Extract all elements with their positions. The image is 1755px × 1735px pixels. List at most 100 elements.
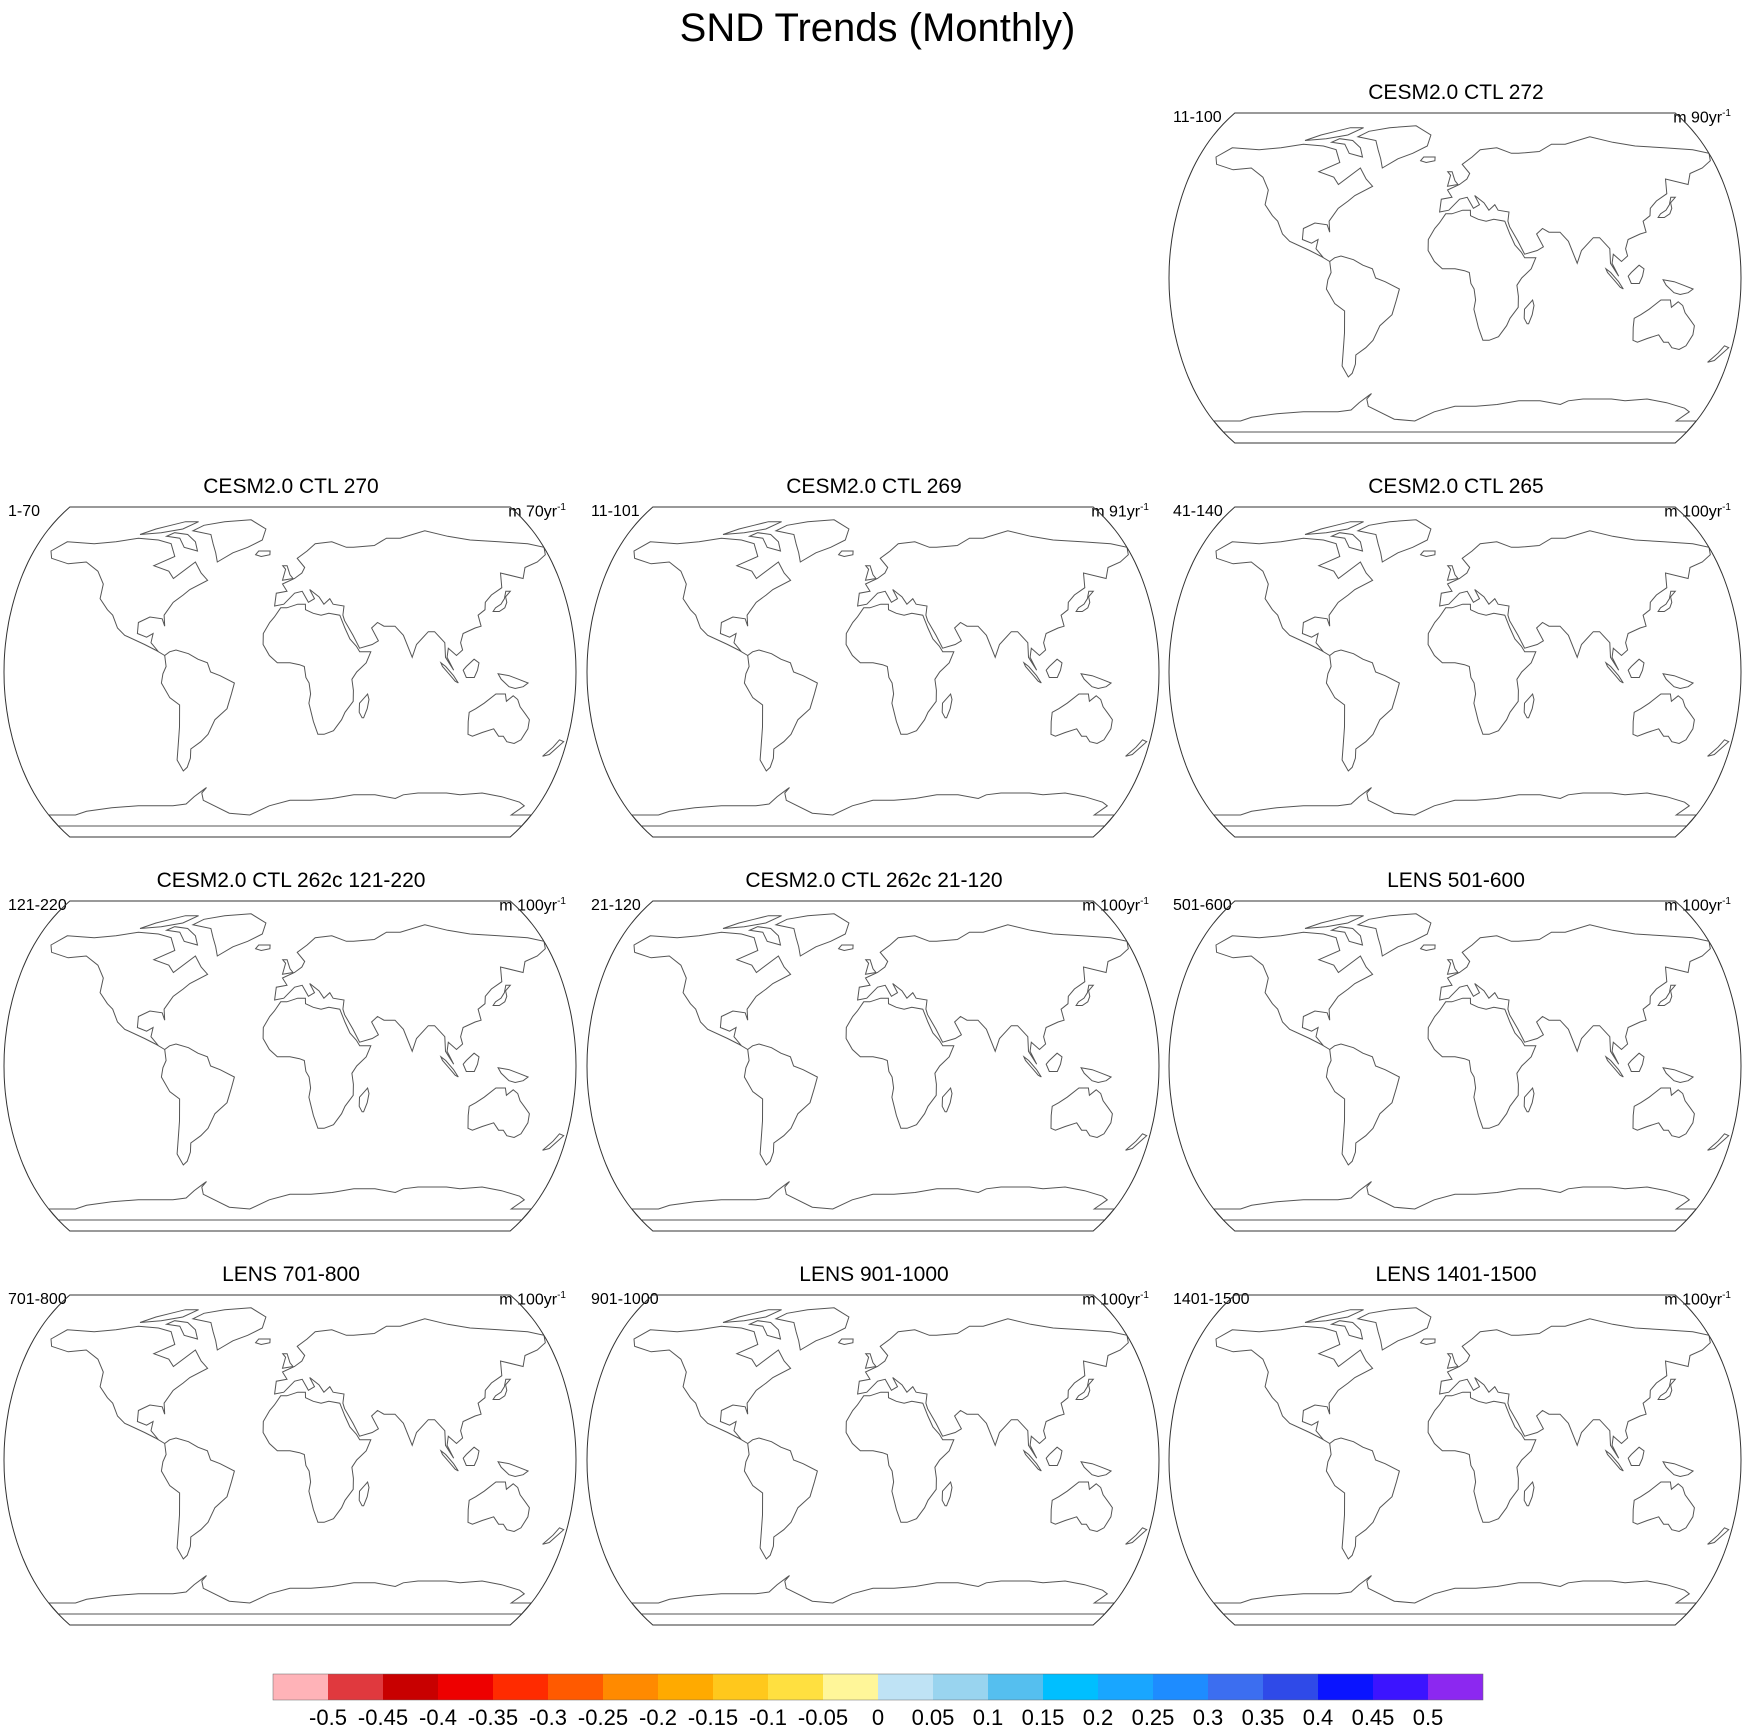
panel-units: m 100yr-1: [1082, 1286, 1149, 1310]
colorbar-swatch: [1043, 1674, 1098, 1700]
colorbar-swatch: [383, 1674, 438, 1700]
units-exponent: -1: [1140, 502, 1149, 513]
map-panel: CESM2.0 CTL 272 11-100 m 90yr-1: [1165, 80, 1747, 450]
colorbar-tick-label: -0.2: [639, 1705, 677, 1731]
colorbar-tick-label: 0.1: [973, 1705, 1004, 1731]
panel-years: 121-220: [8, 896, 67, 916]
colorbar-tick-label: 0.35: [1242, 1705, 1285, 1731]
panel-title: CESM2.0 CTL 262c 21-120: [583, 868, 1165, 894]
units-exponent: -1: [557, 1290, 566, 1301]
panel-title: CESM2.0 CTL 272: [1165, 80, 1747, 106]
world-map: [1168, 1294, 1742, 1626]
units-exponent: -1: [557, 502, 566, 513]
panel-years: 701-800: [8, 1290, 67, 1310]
colorbar-swatch: [328, 1674, 383, 1700]
colorbar-tick-label: 0: [872, 1705, 884, 1731]
map-panel: LENS 1401-1500 1401-1500 m 100yr-1: [1165, 1262, 1747, 1632]
panel-title: LENS 501-600: [1165, 868, 1747, 894]
colorbar-swatch: [988, 1674, 1043, 1700]
units-exponent: -1: [1722, 108, 1731, 119]
colorbar-tick-label: -0.3: [529, 1705, 567, 1731]
colorbar-swatch: [1318, 1674, 1373, 1700]
colorbar-swatch: [1428, 1674, 1483, 1700]
colorbar-swatch: [713, 1674, 768, 1700]
colorbar-tick-label: 0.4: [1303, 1705, 1334, 1731]
panel-title: CESM2.0 CTL 269: [583, 474, 1165, 500]
page-title: SND Trends (Monthly): [0, 2, 1755, 54]
panel-title: LENS 701-800: [0, 1262, 582, 1288]
world-map: [3, 506, 577, 838]
world-map: [586, 1294, 1160, 1626]
units-exponent: -1: [1140, 896, 1149, 907]
world-map: [1168, 112, 1742, 444]
colorbar-swatch: [1373, 1674, 1428, 1700]
units-text: m 100yr: [1082, 1291, 1140, 1308]
panel-units: m 100yr-1: [1664, 892, 1731, 916]
colorbar-tick-label: -0.45: [358, 1705, 408, 1731]
panel-years: 11-101: [591, 502, 640, 522]
units-text: m 100yr: [1664, 897, 1722, 914]
colorbar-swatch: [493, 1674, 548, 1700]
map-panel: CESM2.0 CTL 265 41-140 m 100yr-1: [1165, 474, 1747, 844]
map-panel: LENS 501-600 501-600 m 100yr-1: [1165, 868, 1747, 1238]
units-text: m 100yr: [1664, 1291, 1722, 1308]
world-map: [3, 900, 577, 1232]
colorbar-tick-label: -0.1: [749, 1705, 787, 1731]
panel-units: m 100yr-1: [1082, 892, 1149, 916]
world-map: [586, 900, 1160, 1232]
panel-title: LENS 901-1000: [583, 1262, 1165, 1288]
colorbar-tick-label: -0.5: [309, 1705, 347, 1731]
panel-years: 11-100: [1173, 108, 1222, 128]
panel-title: CESM2.0 CTL 270: [0, 474, 582, 500]
colorbar-tick-label: -0.4: [419, 1705, 457, 1731]
colorbar-swatch: [603, 1674, 658, 1700]
colorbar-tick-label: 0.25: [1132, 1705, 1175, 1731]
panel-title: CESM2.0 CTL 265: [1165, 474, 1747, 500]
map-panel: CESM2.0 CTL 262c 21-120 21-120 m 100yr-1: [583, 868, 1165, 1238]
colorbar-swatch: [823, 1674, 878, 1700]
panel-years: 1401-1500: [1173, 1290, 1250, 1310]
colorbar-swatch: [1263, 1674, 1318, 1700]
units-text: m 100yr: [1664, 503, 1722, 520]
units-text: m 100yr: [499, 1291, 557, 1308]
units-exponent: -1: [557, 896, 566, 907]
colorbar-swatch: [1098, 1674, 1153, 1700]
colorbar-tick-label: 0.5: [1413, 1705, 1444, 1731]
map-panel: CESM2.0 CTL 262c 121-220 121-220 m 100yr-1: [0, 868, 582, 1238]
colorbar-swatch: [933, 1674, 988, 1700]
panel-units: m 100yr-1: [1664, 498, 1731, 522]
colorbar-tick-label: 0.3: [1193, 1705, 1224, 1731]
map-panel: LENS 901-1000 901-1000 m 100yr-1: [583, 1262, 1165, 1632]
panel-years: 1-70: [8, 502, 40, 522]
units-text: m 100yr: [1082, 897, 1140, 914]
colorbar-tick-label: 0.45: [1352, 1705, 1395, 1731]
units-exponent: -1: [1140, 1290, 1149, 1301]
panel-years: 21-120: [591, 896, 641, 916]
colorbar-swatch: [1153, 1674, 1208, 1700]
colorbar-tick-label: -0.15: [688, 1705, 738, 1731]
units-exponent: -1: [1722, 1290, 1731, 1301]
map-panel: LENS 701-800 701-800 m 100yr-1: [0, 1262, 582, 1632]
world-map: [1168, 900, 1742, 1232]
colorbar-swatch: [658, 1674, 713, 1700]
panel-units: m 100yr-1: [499, 1286, 566, 1310]
panel-years: 41-140: [1173, 502, 1223, 522]
colorbar-tick-label: 0.2: [1083, 1705, 1114, 1731]
world-map: [3, 1294, 577, 1626]
map-panel: CESM2.0 CTL 269 11-101 m 91yr-1: [583, 474, 1165, 844]
units-text: m 100yr: [499, 897, 557, 914]
colorbar: [272, 1673, 1484, 1701]
colorbar-tick-label: 0.05: [912, 1705, 955, 1731]
panel-years: 901-1000: [591, 1290, 659, 1310]
colorbar-tick-label: 0.15: [1022, 1705, 1065, 1731]
colorbar-tick-label: -0.25: [578, 1705, 628, 1731]
panel-title: LENS 1401-1500: [1165, 1262, 1747, 1288]
world-map: [586, 506, 1160, 838]
colorbar-swatch: [273, 1674, 328, 1700]
colorbar-swatch: [1208, 1674, 1263, 1700]
colorbar-tick-label: -0.05: [798, 1705, 848, 1731]
colorbar-swatch: [438, 1674, 493, 1700]
panel-title: CESM2.0 CTL 262c 121-220: [0, 868, 582, 894]
world-map: [1168, 506, 1742, 838]
units-exponent: -1: [1722, 896, 1731, 907]
